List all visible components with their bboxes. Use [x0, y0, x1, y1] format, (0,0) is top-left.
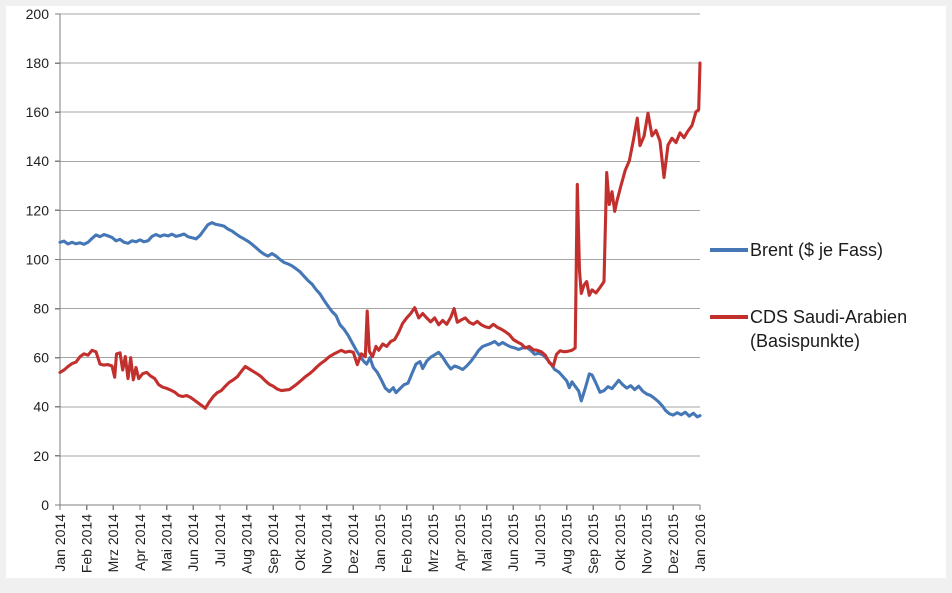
legend-label-brent: Brent ($ je Fass) — [750, 238, 883, 262]
y-tick-label: 200 — [26, 6, 50, 22]
y-tick-label: 100 — [26, 251, 50, 267]
legend-label-cds-line2: (Basispunkte) — [750, 331, 861, 351]
x-tick-label: Apr 2015 — [452, 514, 468, 571]
legend-entry-brent: Brent ($ je Fass) — [710, 238, 950, 262]
x-tick-label: Jan 2016 — [692, 514, 708, 572]
x-tick-label: Sep 2015 — [585, 514, 601, 574]
legend-label-brent-line1: Brent ($ je Fass) — [750, 240, 884, 260]
x-tick-label: Apr 2014 — [132, 514, 148, 571]
x-tick-label: Aug 2014 — [239, 514, 255, 574]
x-tick-label: Jun 2015 — [505, 514, 521, 572]
legend-label-cds: CDS Saudi-Arabien (Basispunkte) — [750, 305, 907, 353]
brent-line — [58, 221, 702, 419]
y-tick-label: 40 — [33, 399, 49, 415]
cds-line — [58, 61, 702, 410]
x-tick-label: Sep 2014 — [265, 514, 281, 574]
y-tick-label: 160 — [26, 104, 50, 120]
x-tick-label: Dez 2015 — [665, 514, 681, 574]
legend-label-cds-line1: CDS Saudi-Arabien — [750, 307, 908, 327]
x-tick-label: Mrz 2014 — [105, 514, 121, 573]
y-tick-label: 0 — [41, 497, 49, 513]
x-tick-label: Aug 2015 — [559, 514, 575, 574]
legend-entry-cds: CDS Saudi-Arabien (Basispunkte) — [710, 305, 950, 353]
x-tick-label: Jan 2015 — [372, 514, 388, 572]
chart-legend: Brent ($ je Fass) CDS Saudi-Arabien (Bas… — [710, 238, 950, 353]
brent-line-swatch — [710, 248, 748, 252]
chart-canvas-background — [6, 6, 946, 578]
cds-line-swatch — [710, 315, 748, 319]
x-tick-label: Jul 2014 — [212, 514, 228, 567]
x-tick-label: Mrz 2015 — [425, 514, 441, 573]
y-tick-label: 20 — [33, 448, 49, 464]
x-tick-label: Mai 2015 — [479, 514, 495, 572]
y-tick-label: 180 — [26, 55, 50, 71]
x-tick-label: Feb 2015 — [399, 514, 415, 573]
x-tick-label: Okt 2014 — [292, 514, 308, 571]
y-tick-label: 80 — [33, 301, 49, 317]
x-tick-label: Jan 2014 — [52, 514, 68, 572]
x-tick-label: Jul 2015 — [532, 514, 548, 567]
y-tick-label: 60 — [33, 350, 49, 366]
x-tick-label: Nov 2014 — [319, 514, 335, 574]
x-tick-label: Feb 2014 — [79, 514, 95, 573]
x-tick-label: Dez 2014 — [345, 514, 361, 574]
x-tick-label: Nov 2015 — [639, 514, 655, 574]
x-tick-label: Mai 2014 — [159, 514, 175, 572]
x-tick-label: Jun 2014 — [185, 514, 201, 572]
x-tick-label: Okt 2015 — [612, 514, 628, 571]
y-tick-label: 140 — [26, 153, 50, 169]
y-tick-label: 120 — [26, 202, 50, 218]
